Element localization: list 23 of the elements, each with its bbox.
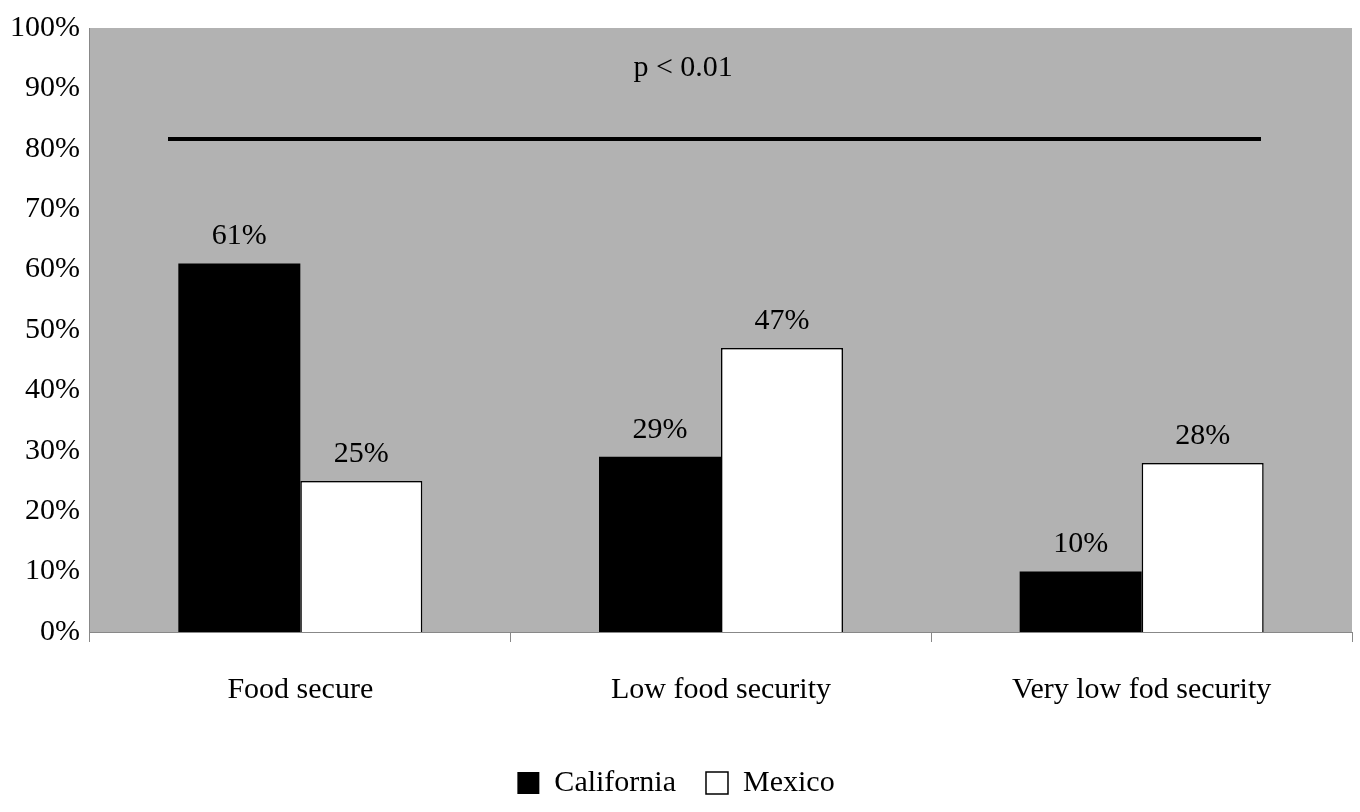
data-label: 28% [1175,416,1231,450]
y-tick-label: 80% [24,129,80,163]
data-label: 29% [632,410,688,444]
y-tick-label: 60% [24,250,80,284]
annotation: p < 0.01 [633,48,733,82]
data-label: 47% [754,301,810,335]
y-tick-label: 20% [24,492,80,526]
x-tick-label: Low food security [611,670,831,704]
x-tick-label: Food secure [227,670,374,704]
legend-label: Mexico [742,763,835,797]
y-tick-label: 90% [24,69,80,103]
x-tick-label: Very low fod security [1012,670,1272,704]
legend-label: California [554,763,677,797]
y-tick-label: 30% [24,431,80,465]
data-label: 10% [1053,525,1109,559]
y-tick-label: 100% [9,8,80,42]
y-tick-label: 70% [24,190,80,224]
data-label: 61% [211,217,267,251]
y-tick-label: 10% [24,552,80,586]
data-label: 25% [333,434,389,468]
y-tick-label: 0% [39,612,80,646]
y-tick-label: 40% [24,371,80,405]
y-tick-label: 50% [24,310,80,344]
